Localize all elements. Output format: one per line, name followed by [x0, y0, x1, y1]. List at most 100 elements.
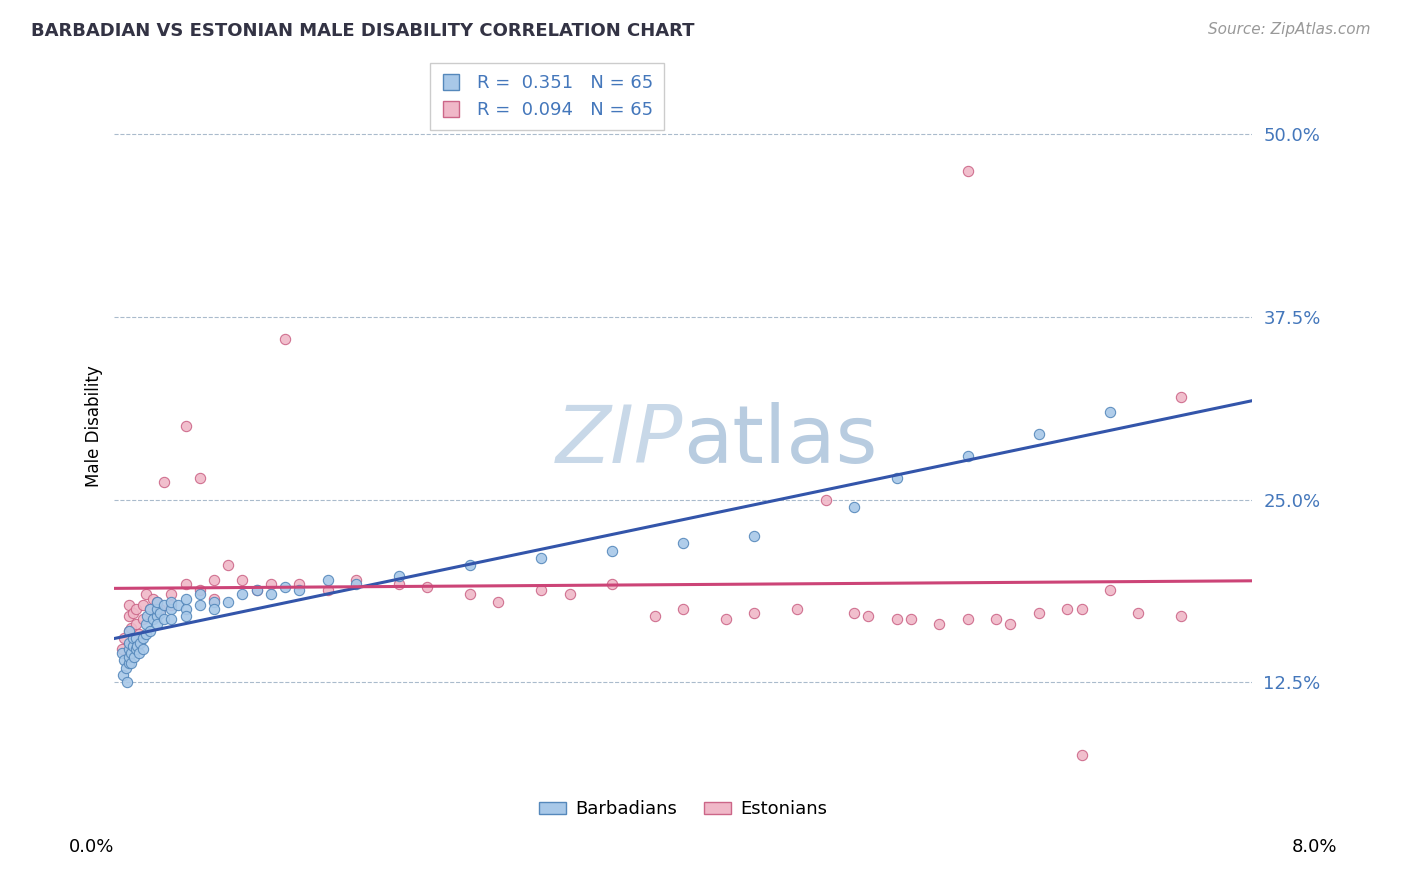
Point	[146, 595, 169, 609]
Point	[956, 449, 979, 463]
Point	[132, 598, 155, 612]
Point	[135, 587, 157, 601]
Text: atlas: atlas	[683, 401, 877, 480]
Point	[744, 529, 766, 543]
Point	[139, 602, 162, 616]
Point	[111, 668, 134, 682]
Point	[886, 470, 908, 484]
Point	[122, 632, 145, 646]
Point	[231, 573, 253, 587]
Point	[316, 573, 339, 587]
Legend: Barbadians, Estonians: Barbadians, Estonians	[531, 793, 835, 825]
Point	[316, 583, 339, 598]
Point	[416, 580, 439, 594]
Point	[246, 583, 269, 598]
Point	[986, 612, 1008, 626]
Point	[217, 558, 239, 573]
Point	[121, 621, 143, 635]
Point	[1170, 390, 1192, 404]
Point	[842, 500, 865, 514]
Point	[117, 624, 139, 638]
Point	[121, 656, 143, 670]
Point	[125, 641, 148, 656]
Point	[146, 602, 169, 616]
Point	[388, 577, 411, 591]
Point	[160, 595, 183, 609]
Point	[127, 639, 149, 653]
Point	[117, 636, 139, 650]
Point	[246, 583, 269, 598]
Point	[886, 612, 908, 626]
Point	[458, 587, 481, 601]
Point	[160, 587, 183, 601]
Point	[672, 536, 695, 550]
Point	[132, 641, 155, 656]
Point	[600, 577, 623, 591]
Point	[139, 624, 162, 638]
Point	[1070, 748, 1092, 763]
Point	[956, 612, 979, 626]
Point	[149, 607, 172, 621]
Point	[142, 591, 165, 606]
Point	[260, 587, 283, 601]
Point	[153, 475, 176, 489]
Point	[125, 616, 148, 631]
Point	[188, 598, 211, 612]
Point	[344, 577, 367, 591]
Point	[900, 612, 922, 626]
Point	[202, 602, 225, 616]
Point	[125, 602, 148, 616]
Point	[122, 639, 145, 653]
Text: Source: ZipAtlas.com: Source: ZipAtlas.com	[1208, 22, 1371, 37]
Point	[160, 602, 183, 616]
Point	[217, 595, 239, 609]
Point	[117, 624, 139, 638]
Point	[1056, 602, 1078, 616]
Point	[274, 332, 297, 346]
Point	[174, 577, 197, 591]
Point	[112, 632, 135, 646]
Text: ZIP: ZIP	[555, 401, 683, 480]
Point	[202, 591, 225, 606]
Point	[786, 602, 808, 616]
Point	[122, 607, 145, 621]
Point	[1000, 616, 1022, 631]
Point	[117, 650, 139, 665]
Point	[115, 675, 138, 690]
Point	[174, 419, 197, 434]
Point	[124, 650, 146, 665]
Point	[167, 598, 190, 612]
Point	[530, 551, 553, 566]
Point	[139, 602, 162, 616]
Point	[1170, 609, 1192, 624]
Point	[135, 627, 157, 641]
Point	[344, 573, 367, 587]
Point	[149, 602, 172, 616]
Point	[117, 609, 139, 624]
Point	[231, 587, 253, 601]
Point	[153, 598, 176, 612]
Point	[188, 470, 211, 484]
Point	[842, 607, 865, 621]
Point	[146, 595, 169, 609]
Point	[644, 609, 666, 624]
Point	[1028, 426, 1050, 441]
Point	[128, 646, 150, 660]
Point	[458, 558, 481, 573]
Point	[672, 602, 695, 616]
Point	[174, 602, 197, 616]
Point	[114, 660, 136, 674]
Point	[202, 573, 225, 587]
Point	[117, 656, 139, 670]
Point	[110, 641, 132, 656]
Point	[160, 612, 183, 626]
Point	[288, 583, 311, 598]
Point	[1098, 583, 1121, 598]
Point	[129, 636, 152, 650]
Point	[558, 587, 581, 601]
Text: BARBADIAN VS ESTONIAN MALE DISABILITY CORRELATION CHART: BARBADIAN VS ESTONIAN MALE DISABILITY CO…	[31, 22, 695, 40]
Text: 0.0%: 0.0%	[69, 838, 114, 855]
Point	[174, 609, 197, 624]
Point	[146, 616, 169, 631]
Y-axis label: Male Disability: Male Disability	[86, 366, 103, 487]
